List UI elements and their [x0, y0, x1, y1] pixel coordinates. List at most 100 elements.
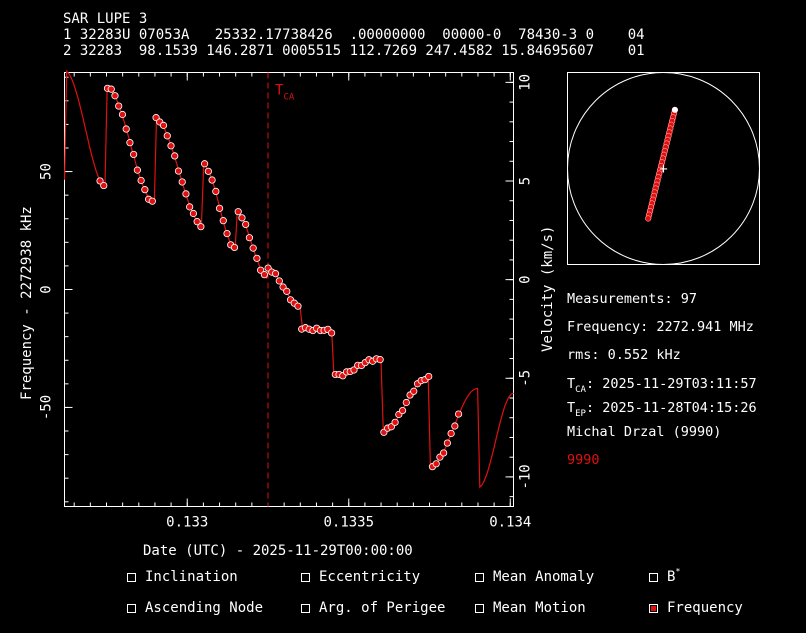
option-arg-of-perigee[interactable]: Arg. of Perigee [301, 600, 445, 616]
y-tick-label: -50 [39, 395, 55, 420]
tca-prefix: T [567, 376, 576, 392]
measurement-point [253, 254, 261, 262]
checkbox-icon[interactable] [649, 603, 658, 613]
measurement-point [159, 121, 168, 129]
checkbox-icon[interactable] [127, 572, 136, 582]
measurement-point [398, 406, 407, 415]
center-marker: + [659, 162, 667, 178]
checkbox-icon[interactable] [475, 572, 484, 582]
measurement-point [186, 203, 194, 211]
measurement-point [167, 142, 175, 150]
checkbox-icon[interactable] [475, 603, 484, 613]
tca-value: : 2025-11-29T03:11:57 [585, 376, 757, 392]
option-frequency[interactable]: Frequency [649, 600, 743, 616]
checkbox-icon[interactable] [301, 603, 310, 613]
option-label: Frequency [667, 600, 743, 616]
tca-time: TCA: 2025-11-29T03:11:57 [567, 376, 757, 395]
measurement-point [234, 208, 242, 216]
site-id: 9990 [567, 452, 600, 468]
option-label: Eccentricity [319, 569, 421, 585]
measurement-point [432, 460, 440, 468]
tca-label: TCA [275, 83, 295, 103]
option-label: Inclination [145, 569, 238, 585]
measurement-point [410, 387, 418, 395]
sky-track-start [671, 106, 678, 113]
measurement-point [197, 223, 205, 231]
measurement-point [283, 287, 291, 295]
horizon-circle [567, 72, 760, 265]
measurement-point [327, 329, 336, 337]
measurement-point [204, 167, 212, 175]
measurement-point [115, 102, 123, 110]
tca-label-sub: CA [283, 93, 294, 103]
measurement-point [451, 422, 459, 430]
measurement-point [171, 152, 179, 160]
measurement-point [141, 186, 149, 194]
measurement-point [219, 217, 227, 225]
measurement-point [447, 429, 455, 438]
measurements-count: Measurements: 97 [567, 291, 698, 307]
tle-line-1: 1 32283U 07053A 25332.17738426 .00000000… [63, 27, 645, 43]
measurement-point [271, 270, 280, 278]
option-label: Mean Motion [493, 600, 586, 616]
y2-axis-label: Velocity (km/s) [540, 225, 556, 352]
measurement-point [454, 410, 463, 418]
measurement-point [402, 398, 410, 407]
measurement-point [208, 176, 216, 184]
measurement-point [215, 204, 224, 212]
checkbox-icon[interactable] [127, 603, 136, 613]
measurement-point [189, 209, 198, 218]
option-inclination[interactable]: Inclination [127, 569, 238, 585]
option-label: B [667, 569, 676, 585]
option-label: Mean Anomaly [493, 569, 595, 585]
measurement-point [238, 214, 246, 222]
y-tick-label: 0 [39, 285, 55, 293]
tep-prefix: T [567, 400, 576, 416]
measurement-point [260, 271, 268, 279]
frequency-value: Frequency: 2272.941 MHz [567, 319, 754, 335]
measurement-point [350, 366, 358, 374]
sky-track-point [645, 215, 652, 222]
x-tick-label: 0.1335 [323, 515, 374, 531]
x-axis-label: Date (UTC) - 2025-11-29T00:00:00 [143, 543, 413, 559]
tep-value: : 2025-11-28T04:15:26 [585, 400, 757, 416]
y2-tick-label: 0 [518, 275, 534, 283]
measurement-point [193, 218, 201, 226]
y-axis-label: Frequency - 2272938 kHz [19, 206, 35, 400]
satellite-name: SAR LUPE 3 [63, 11, 148, 27]
measurement-point [182, 190, 190, 198]
y2-tick-label: -5 [518, 370, 534, 387]
option-label: Ascending Node [145, 600, 264, 616]
option-mean-anomaly[interactable]: Mean Anomaly [475, 569, 594, 585]
measurement-point [122, 125, 130, 133]
measurement-point [118, 110, 127, 119]
measurement-point [133, 166, 141, 174]
option-label-superscript: * [675, 566, 681, 576]
tca-subscript: CA [575, 385, 586, 395]
measurement-point [443, 439, 451, 447]
measurement-point [223, 229, 231, 238]
option-mean-motion[interactable]: Mean Motion [475, 600, 586, 616]
measurement-point [391, 418, 399, 426]
measurement-point [201, 160, 209, 168]
option-bstar[interactable]: B * [649, 566, 681, 585]
option-eccentricity[interactable]: Eccentricity [301, 569, 420, 585]
tca-label-main: T [275, 83, 284, 99]
tle-line-2: 2 32283 98.1539 146.2871 0005515 112.726… [63, 43, 645, 59]
measurement-point [212, 187, 220, 195]
y2-tick-label: 5 [518, 177, 534, 185]
measurement-point [245, 234, 254, 242]
measurement-point [126, 139, 134, 147]
measurement-point [440, 449, 448, 457]
measurement-point [96, 177, 104, 185]
checkbox-icon[interactable] [301, 572, 310, 582]
measurement-point [137, 176, 145, 185]
checkbox-icon[interactable] [649, 572, 658, 582]
measurement-point [174, 167, 183, 175]
measurement-point [425, 372, 433, 381]
option-ascending-node[interactable]: Ascending Node [127, 600, 263, 616]
option-label: Arg. of Perigee [319, 600, 446, 616]
measurement-point [376, 356, 384, 364]
fit-curve [63, 69, 514, 489]
